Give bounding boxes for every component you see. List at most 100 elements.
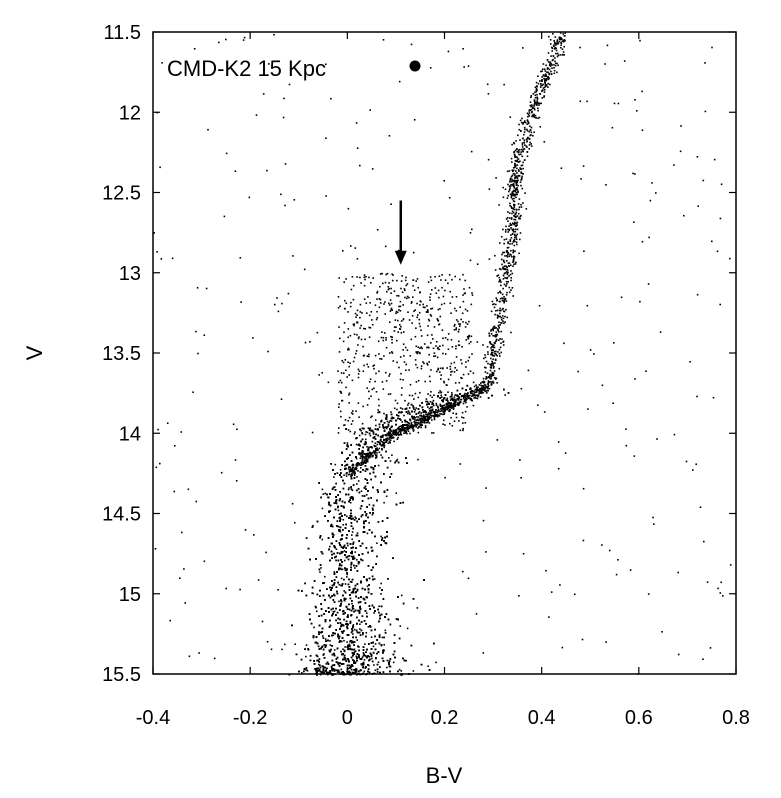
data-point [349, 501, 352, 504]
data-point [320, 496, 322, 499]
data-point [425, 411, 427, 413]
data-point [352, 555, 355, 558]
data-point [387, 618, 390, 621]
data-point [386, 666, 388, 669]
data-point [346, 641, 348, 643]
data-point [366, 479, 368, 481]
data-point [329, 670, 331, 672]
data-point [360, 663, 363, 665]
data-point [301, 590, 303, 592]
data-point [362, 661, 365, 664]
data-point [404, 408, 407, 410]
data-point [343, 649, 346, 652]
data-point [318, 663, 320, 666]
data-point [348, 586, 351, 588]
data-point [359, 623, 361, 625]
data-point [305, 667, 308, 669]
data-point [341, 534, 343, 537]
data-point [370, 466, 373, 469]
data-point [379, 443, 381, 445]
data-point [356, 616, 358, 619]
data-point [342, 487, 345, 490]
data-point [329, 644, 332, 646]
data-point [382, 598, 385, 600]
data-point [342, 547, 344, 549]
data-point [387, 578, 389, 580]
data-point [372, 437, 375, 439]
data-point [345, 464, 348, 466]
data-point [359, 545, 362, 547]
data-point [376, 668, 379, 671]
data-point [329, 624, 332, 627]
data-point [383, 422, 386, 424]
data-point [361, 500, 364, 502]
data-point [379, 587, 381, 589]
data-point [350, 665, 353, 667]
data-point [322, 654, 325, 656]
data-point [350, 460, 353, 462]
data-point [398, 434, 400, 436]
data-point [412, 670, 415, 672]
data-point [341, 637, 344, 639]
data-point [359, 471, 362, 473]
data-point [357, 601, 360, 604]
data-point [366, 445, 368, 448]
data-point [362, 654, 365, 657]
data-point [343, 618, 345, 621]
data-point [348, 578, 350, 581]
data-point [351, 489, 354, 492]
data-point [313, 626, 315, 629]
data-point [353, 471, 356, 473]
data-point [350, 444, 352, 446]
data-point [356, 532, 359, 534]
data-point [331, 659, 334, 662]
data-point [338, 665, 341, 667]
data-point [366, 460, 369, 463]
data-point [339, 662, 341, 664]
data-point [443, 404, 446, 407]
data-point [331, 664, 334, 667]
data-point [315, 641, 318, 644]
data-point [339, 618, 341, 621]
data-point [370, 569, 373, 571]
data-point [312, 635, 315, 637]
data-point [377, 651, 380, 653]
data-point [367, 565, 370, 567]
data-point [333, 582, 336, 584]
data-point [347, 488, 350, 491]
data-point [335, 576, 338, 578]
data-point [319, 564, 322, 566]
data-point [363, 443, 366, 446]
data-point [321, 665, 324, 667]
data-point [323, 613, 325, 615]
data-point [473, 385, 476, 388]
data-point [368, 503, 371, 506]
data-point [346, 555, 349, 558]
data-point [344, 591, 347, 594]
data-point [336, 590, 338, 593]
data-point [357, 480, 360, 482]
data-point [380, 481, 382, 484]
data-point [333, 571, 336, 573]
data-point [342, 529, 344, 531]
data-point [366, 648, 368, 651]
data-point [340, 577, 343, 580]
data-point [333, 664, 336, 666]
data-point [372, 431, 375, 434]
data-point [331, 645, 333, 647]
data-point [327, 607, 330, 609]
data-point [339, 622, 342, 624]
data-point [345, 556, 348, 559]
data-point [376, 499, 378, 502]
data-point [350, 569, 352, 571]
data-point [349, 515, 351, 517]
data-point [336, 472, 339, 474]
data-point [364, 441, 367, 443]
data-point [336, 669, 339, 671]
data-point [345, 523, 347, 526]
data-point [371, 673, 374, 675]
data-point [374, 610, 376, 612]
data-point [403, 659, 406, 662]
data-point [459, 393, 461, 395]
data-point [347, 646, 349, 648]
